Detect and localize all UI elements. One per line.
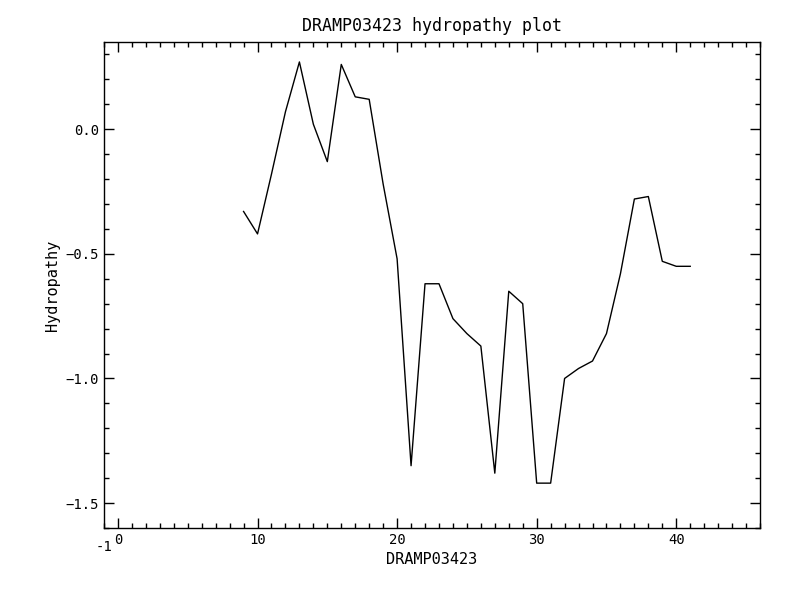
Y-axis label: Hydropathy: Hydropathy: [45, 239, 60, 331]
Title: DRAMP03423 hydropathy plot: DRAMP03423 hydropathy plot: [302, 17, 562, 35]
Text: -1: -1: [96, 541, 112, 554]
X-axis label: DRAMP03423: DRAMP03423: [386, 553, 478, 568]
